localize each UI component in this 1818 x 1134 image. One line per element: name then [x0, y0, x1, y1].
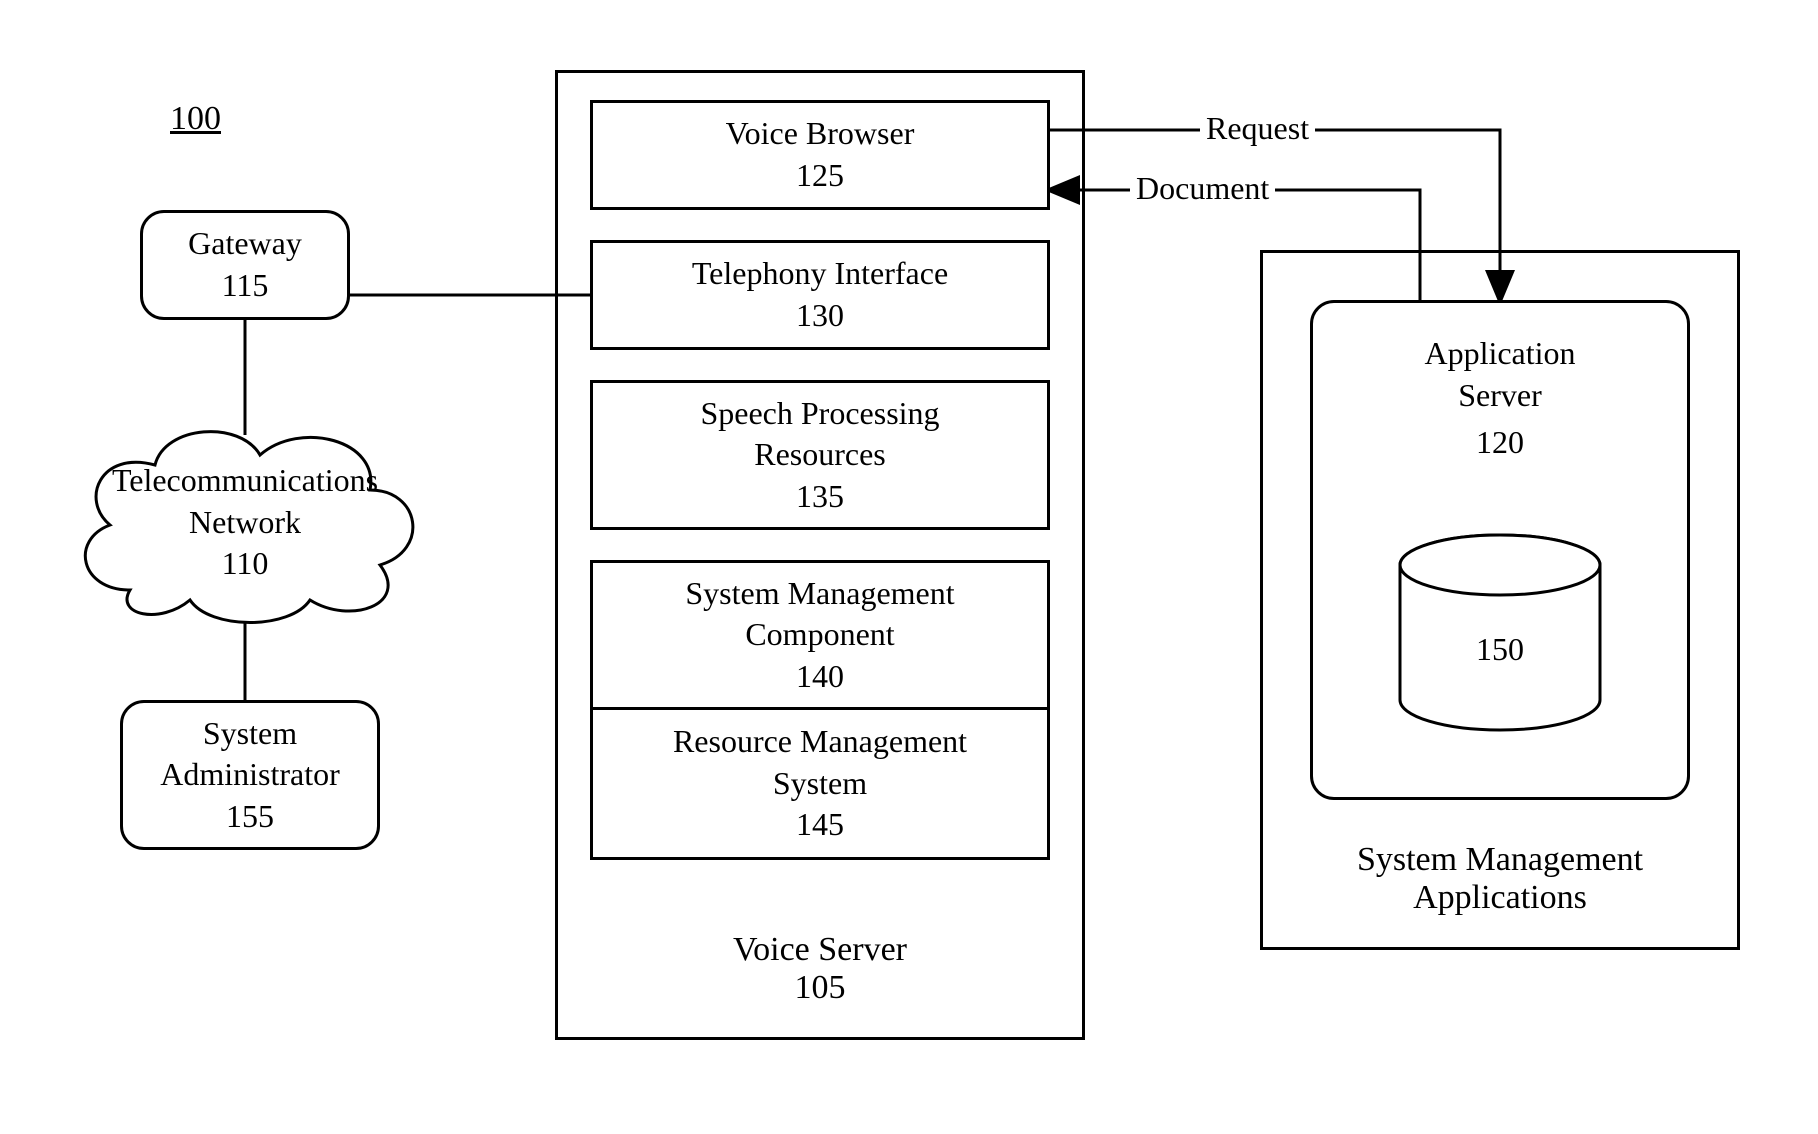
- node-resmgmt: Resource ManagementSystem 145: [590, 710, 1050, 860]
- node-gateway: Gateway 115: [140, 210, 350, 320]
- node-label: Telephony Interface: [692, 253, 948, 295]
- node-number: 145: [796, 804, 844, 846]
- node-speech: Speech ProcessingResources 135: [590, 380, 1050, 530]
- edge-label-request: Request: [1200, 110, 1315, 147]
- node-voice-browser: Voice Browser 125: [590, 100, 1050, 210]
- figure-number: 100: [170, 100, 221, 138]
- edge-label-document: Document: [1130, 170, 1275, 207]
- node-label: ApplicationServer: [1424, 333, 1575, 416]
- node-number: 110: [222, 545, 269, 581]
- node-telecom-label: TelecommunicationsNetwork 110: [90, 460, 400, 585]
- node-number: 130: [796, 295, 844, 337]
- node-label: System ManagementComponent: [685, 573, 954, 656]
- node-voice-server: Voice Server 105: [555, 70, 1085, 1040]
- node-sysmgmt: System ManagementComponent 140: [590, 560, 1050, 710]
- node-label: TelecommunicationsNetwork: [112, 462, 378, 540]
- node-number: 150: [1476, 631, 1524, 667]
- node-label: SystemAdministrator: [160, 713, 340, 796]
- node-number: 125: [796, 155, 844, 197]
- node-cylinder: 150: [1390, 530, 1610, 740]
- node-sysadmin: SystemAdministrator 155: [120, 700, 380, 850]
- node-label: Gateway: [188, 223, 302, 265]
- node-label: System ManagementApplications: [1263, 841, 1737, 917]
- node-label: Voice Server 105: [558, 931, 1082, 1007]
- node-number: 115: [222, 265, 269, 307]
- node-number: 120: [1476, 422, 1524, 464]
- node-label: Resource ManagementSystem: [673, 721, 967, 804]
- node-number: 135: [796, 476, 844, 518]
- node-number: 155: [226, 796, 274, 838]
- node-label: Voice Browser: [726, 113, 915, 155]
- node-label: Speech ProcessingResources: [700, 393, 939, 476]
- node-number: 140: [796, 656, 844, 698]
- node-telephony: Telephony Interface 130: [590, 240, 1050, 350]
- system-diagram: 100 Request Document Gateway 115 Telecom…: [0, 0, 1818, 1134]
